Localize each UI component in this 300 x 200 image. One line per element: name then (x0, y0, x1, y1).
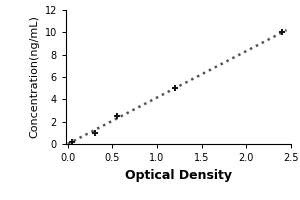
Y-axis label: Concentration(ng/mL): Concentration(ng/mL) (29, 16, 39, 138)
X-axis label: Optical Density: Optical Density (125, 169, 232, 182)
